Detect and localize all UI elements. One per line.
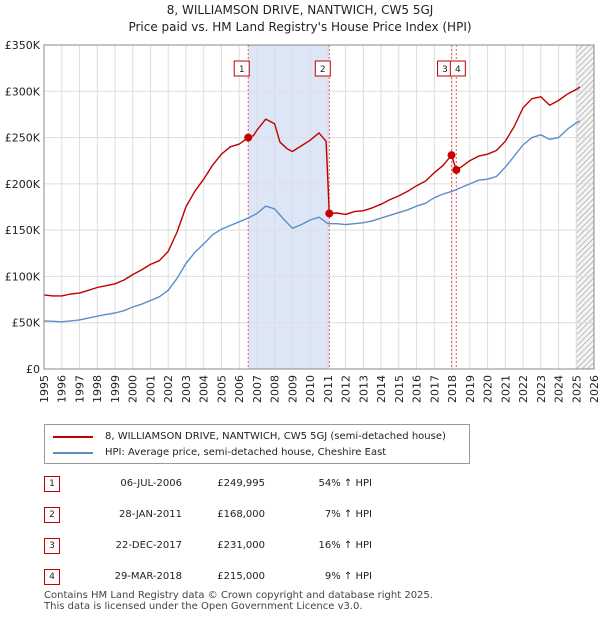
table-row: 4 29-MAR-2018 £215,000 9% ↑ HPI xyxy=(0,569,600,587)
y-tick-label: £350K xyxy=(5,39,41,52)
plot-frame xyxy=(43,44,595,370)
chart-title: 8, WILLIAMSON DRIVE, NANTWICH, CW5 5GJ xyxy=(166,3,434,17)
y-tick-label: £50K xyxy=(12,317,41,330)
x-tick-label: 2019 xyxy=(464,375,477,403)
x-tick-label: 2008 xyxy=(269,375,282,403)
x-tick-label: 2021 xyxy=(499,375,512,403)
legend-swatch-hpi xyxy=(53,451,93,454)
sale-hpi-diff: 9% ↑ HPI xyxy=(324,571,372,582)
sale-marker-label: 1 xyxy=(44,476,60,492)
sale-hpi-diff: 54% ↑ HPI xyxy=(318,478,372,489)
sale-point xyxy=(244,133,253,142)
x-tick-label: 2025 xyxy=(570,375,583,403)
y-tick-label: £200K xyxy=(5,178,41,191)
x-tick-label: 1996 xyxy=(56,375,69,403)
table-row: 1 06-JUL-2006 £249,995 54% ↑ HPI xyxy=(0,476,600,494)
x-tick-label: 2007 xyxy=(251,375,264,403)
shaded-period xyxy=(248,45,330,369)
x-tick-label: 2020 xyxy=(482,375,495,403)
x-tick-label: 2023 xyxy=(535,375,548,403)
x-tick-label: 2011 xyxy=(322,375,335,403)
sale-hpi-diff: 16% ↑ HPI xyxy=(318,540,372,551)
footer: Contains HM Land Registry data © Crown c… xyxy=(44,590,433,612)
x-tick-label: 2005 xyxy=(215,375,228,403)
sale-label-text: 2 xyxy=(320,65,326,75)
sale-date: 28-JAN-2011 xyxy=(118,509,182,520)
sale-label-text: 4 xyxy=(455,65,461,75)
legend-item-hpi: HPI: Average price, semi-detached house,… xyxy=(53,447,386,458)
x-tick-label: 2024 xyxy=(553,375,566,403)
sale-label-box xyxy=(233,60,250,77)
series-line-property xyxy=(43,86,581,297)
sale-marker-label: 2 xyxy=(44,507,60,523)
chart-subtitle: Price paid vs. HM Land Registry's House … xyxy=(128,20,472,34)
legend-swatch-property xyxy=(53,435,93,438)
sale-label-box xyxy=(314,60,331,77)
x-tick-label: 2006 xyxy=(233,375,246,403)
x-tick-label: 2014 xyxy=(375,375,388,403)
footer-copyright: Contains HM Land Registry data © Crown c… xyxy=(44,590,433,601)
y-tick-label: £100K xyxy=(5,270,41,283)
x-tick-label: 2017 xyxy=(428,375,441,403)
sale-label-text: 1 xyxy=(239,65,245,75)
legend-label-hpi: HPI: Average price, semi-detached house,… xyxy=(105,447,387,458)
sale-price: £215,000 xyxy=(217,571,265,582)
sale-date: 22-DEC-2017 xyxy=(115,540,182,551)
x-tick-label: 1998 xyxy=(91,375,104,403)
sale-label-text: 3 xyxy=(442,65,448,75)
sale-hpi-diff: 7% ↑ HPI xyxy=(324,509,372,520)
x-tick-label: 2012 xyxy=(340,375,353,403)
x-tick-label: 1995 xyxy=(38,375,51,403)
y-tick-label: £250K xyxy=(5,132,41,145)
series-line-hpi xyxy=(43,120,581,323)
sale-point xyxy=(447,151,456,160)
table-row: 3 22-DEC-2017 £231,000 16% ↑ HPI xyxy=(0,538,600,556)
sale-point xyxy=(452,165,461,174)
legend-label-property: 8, WILLIAMSON DRIVE, NANTWICH, CW5 5GJ (… xyxy=(105,431,446,442)
y-tick-label: £0 xyxy=(26,363,40,376)
x-tick-label: 2003 xyxy=(180,375,193,403)
sale-date: 29-MAR-2018 xyxy=(114,571,182,582)
footer-licence: This data is licensed under the Open Gov… xyxy=(44,601,363,612)
x-tick-label: 2009 xyxy=(286,375,299,403)
sale-label-box xyxy=(449,60,466,77)
x-tick-label: 2013 xyxy=(357,375,370,403)
x-tick-label: 2015 xyxy=(393,375,406,403)
x-tick-label: 2001 xyxy=(144,375,157,403)
x-tick-label: 2010 xyxy=(304,375,317,403)
sale-price: £231,000 xyxy=(217,540,265,551)
price-chart: £0 £50K £100K £150K £200K £250K £300K £350K 1995… xyxy=(5,39,600,403)
y-tick-label: £300K xyxy=(5,85,41,98)
sale-marker-label: 3 xyxy=(44,538,60,554)
sale-marker-label: 4 xyxy=(44,569,60,585)
sale-price: £249,995 xyxy=(217,478,265,489)
x-tick-label: 1997 xyxy=(73,375,86,403)
future-hatch xyxy=(576,45,594,369)
x-tick-label: 2016 xyxy=(411,375,424,403)
sale-price: £168,000 xyxy=(217,509,265,520)
sale-point xyxy=(325,209,334,218)
x-tick-label: 2004 xyxy=(198,375,211,403)
x-tick-label: 1999 xyxy=(109,375,122,403)
table-row: 2 28-JAN-2011 £168,000 7% ↑ HPI xyxy=(0,507,600,525)
legend-item-property: 8, WILLIAMSON DRIVE, NANTWICH, CW5 5GJ (… xyxy=(53,431,446,442)
y-tick-label: £150K xyxy=(5,224,41,237)
x-tick-label: 2022 xyxy=(517,375,530,403)
x-tick-label: 2000 xyxy=(127,375,140,403)
legend: 8, WILLIAMSON DRIVE, NANTWICH, CW5 5GJ (… xyxy=(44,424,470,464)
x-tick-label: 2026 xyxy=(588,375,600,403)
x-tick-label: 2018 xyxy=(446,375,459,403)
sale-date: 06-JUL-2006 xyxy=(120,478,182,489)
x-tick-label: 2002 xyxy=(162,375,175,403)
